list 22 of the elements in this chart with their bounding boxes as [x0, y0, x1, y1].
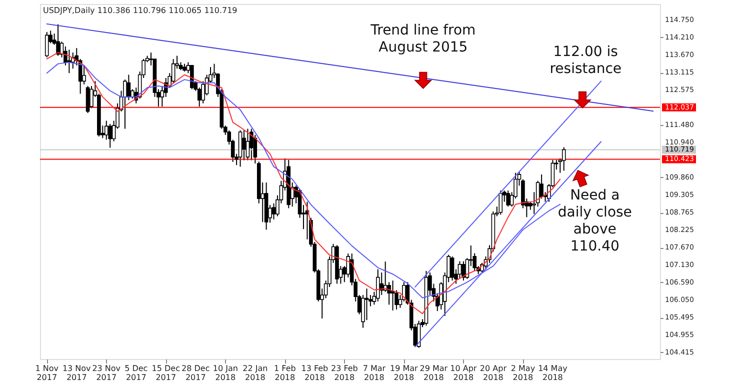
- x-tick-label: 5 Dec 2017: [124, 364, 148, 382]
- x-tick-label: 1 Nov 2017: [35, 364, 59, 382]
- x-tick-label: 15 Dec 2017: [152, 364, 180, 382]
- x-tick-label: 13 Feb 2018: [301, 364, 328, 382]
- x-tick-label: 10 Apr 2018: [450, 364, 478, 382]
- x-tick-label: 2 May 2018: [510, 364, 536, 382]
- x-tick-label: 23 Feb 2018: [330, 364, 358, 382]
- annotation: 112.00 is resistance: [550, 44, 622, 77]
- x-tick-label: 29 Mar 2018: [420, 364, 448, 382]
- x-tick-label: 10 Jan 2018: [212, 364, 238, 382]
- x-tick-label: 22 Jan 2018: [242, 364, 268, 382]
- x-tick-label: 1 Feb 2018: [274, 364, 296, 382]
- x-tick-label: 28 Dec 2017: [182, 364, 210, 382]
- x-tick-label: 13 Nov 2017: [62, 364, 92, 382]
- x-tick-label: 19 Mar 2018: [390, 364, 419, 382]
- x-tick-label: 20 Apr 2018: [480, 364, 508, 382]
- x-tick-label: 14 May 2018: [538, 364, 568, 382]
- x-tick-label: 7 Mar 2018: [362, 364, 386, 382]
- annotation: Need a daily close above 110.40: [558, 188, 632, 255]
- annotation: Trend line from August 2015: [370, 22, 476, 56]
- x-tick-label: 23 Nov 2017: [92, 364, 121, 382]
- chart-title: USDJPY,Daily 110.386 110.796 110.065 110.719: [43, 6, 238, 15]
